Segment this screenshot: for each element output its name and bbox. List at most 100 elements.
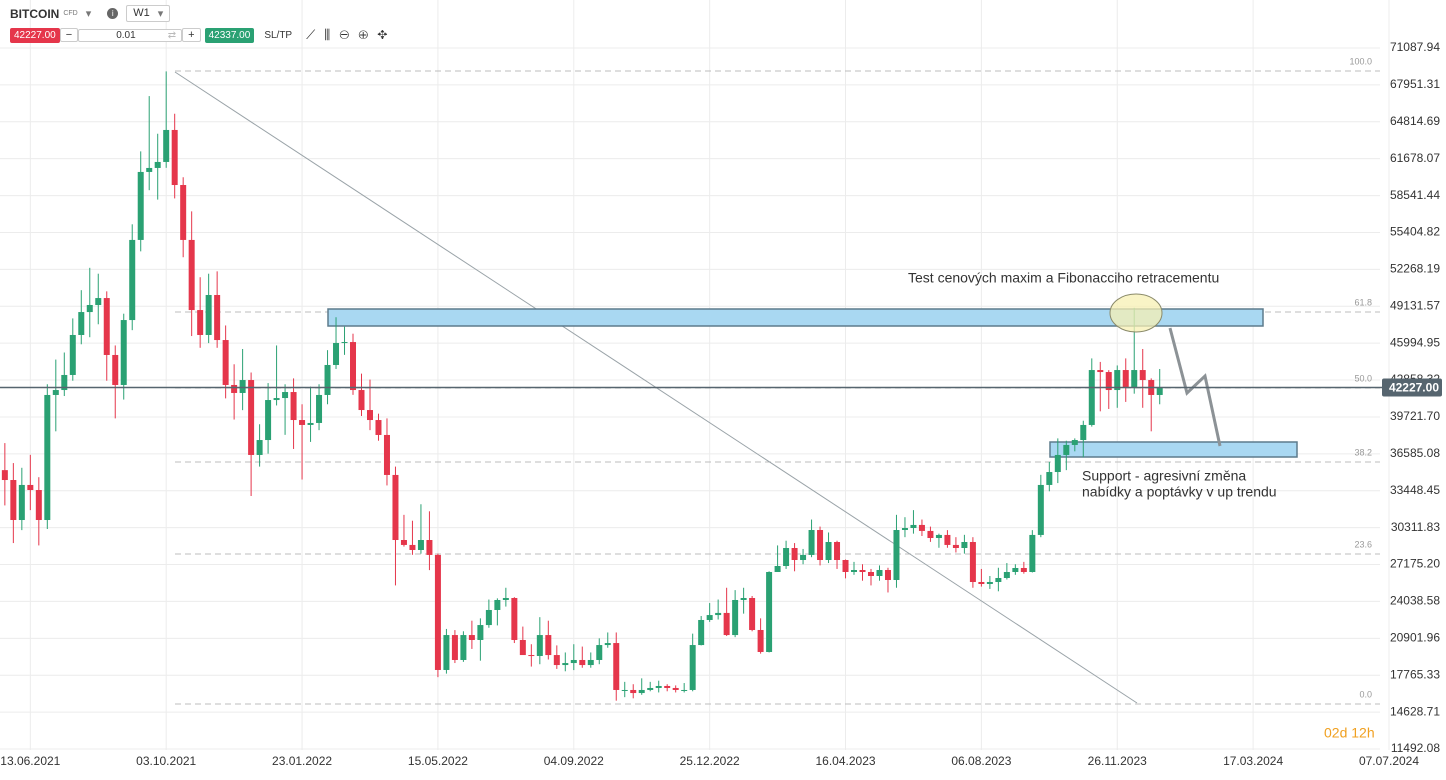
interval-select[interactable]: W1 ▾ — [126, 5, 171, 22]
candle-body — [698, 619, 705, 646]
candle-body — [842, 560, 849, 572]
candle-body — [1071, 440, 1078, 445]
candle-body — [901, 528, 908, 531]
x-tick-label: 07.07.2024 — [1359, 754, 1419, 768]
candle-body — [910, 524, 917, 529]
candle-body — [715, 612, 722, 616]
grid — [0, 0, 1390, 750]
candle-body — [706, 615, 713, 620]
candle-body — [1088, 370, 1095, 425]
candle-body — [655, 685, 662, 688]
candle-body — [681, 689, 688, 691]
sell-button[interactable]: 42227.00 — [10, 27, 60, 43]
candle-body — [672, 687, 679, 690]
candle-body — [180, 185, 187, 240]
y-tick-label: 71087.94 — [1390, 40, 1440, 54]
volume-input[interactable]: 0.01 ⇄ — [78, 28, 183, 42]
candle-body — [485, 609, 492, 626]
y-tick-label: 58541.44 — [1390, 188, 1440, 202]
candle-body — [664, 685, 671, 688]
candle-body — [553, 655, 560, 666]
buy-button[interactable]: 42337.00 — [204, 27, 255, 43]
candle-body — [1037, 484, 1044, 535]
candle-body — [52, 390, 59, 395]
candle-body — [1156, 387, 1163, 395]
candle-body — [766, 571, 773, 652]
candle-body — [791, 548, 798, 561]
candle-body — [231, 384, 238, 393]
symbol-dropdown[interactable]: ▾ — [85, 8, 92, 20]
symbol[interactable]: BITCOIN — [10, 6, 60, 21]
candle-body — [723, 612, 730, 636]
candle-body — [163, 129, 170, 162]
candle-body — [290, 392, 297, 421]
candle-body — [468, 635, 475, 640]
candle-body — [893, 530, 900, 580]
candles — [1, 71, 1163, 701]
resistance-zone — [327, 308, 1264, 327]
candle-body — [859, 569, 866, 572]
candle-body — [146, 167, 153, 172]
sltp-button[interactable]: SL/TP — [264, 29, 293, 41]
candle-body — [443, 635, 450, 670]
candle-body — [18, 484, 25, 521]
candle-body — [1054, 454, 1061, 473]
candle-body — [324, 364, 331, 395]
candle-body — [214, 294, 221, 341]
candle-body — [86, 304, 93, 313]
candle-body — [986, 581, 993, 584]
candle-body — [1139, 370, 1146, 381]
candle-body — [256, 440, 263, 455]
y-tick-label: 24038.58 — [1390, 594, 1440, 608]
y-tick-label: 67951.31 — [1390, 77, 1440, 91]
annotation: Support - agresivní změna — [1082, 468, 1246, 484]
candle-body — [154, 161, 161, 168]
candle-body — [570, 659, 577, 664]
x-tick-label: 25.12.2022 — [680, 754, 740, 768]
x-tick-label: 06.08.2023 — [951, 754, 1011, 768]
candle-body — [400, 540, 407, 545]
increase-button[interactable]: + — [182, 28, 201, 42]
decrease-button[interactable]: − — [59, 28, 79, 42]
candle-body — [621, 689, 628, 691]
candle-body — [1046, 472, 1053, 485]
candle-body — [120, 320, 127, 385]
support-zone — [1049, 441, 1298, 458]
x-tick-label: 13.06.2021 — [0, 754, 60, 768]
candle-body — [961, 542, 968, 549]
candle-body — [44, 394, 51, 521]
candle-body — [409, 544, 416, 551]
candle-body — [604, 643, 611, 646]
x-tick-label: 15.05.2022 — [408, 754, 468, 768]
candle-body — [689, 645, 696, 690]
candle-body — [1097, 370, 1104, 373]
candle-body — [528, 655, 535, 657]
candle-body — [248, 380, 255, 455]
last-price-box — [1382, 378, 1442, 397]
annotation: nabídky a poptávky v up trendu — [1082, 484, 1277, 500]
candle-body — [137, 171, 144, 240]
candle-body — [375, 420, 382, 435]
y-tick-label: 20901.96 — [1390, 630, 1440, 644]
candle-body — [1114, 370, 1121, 391]
x-tick-label: 16.04.2023 — [815, 754, 875, 768]
projection-arrow — [1168, 327, 1222, 447]
candle-body — [417, 540, 424, 551]
symbol-kind: CFD — [63, 10, 78, 17]
highlight-ellipse — [1109, 293, 1163, 333]
candle-body — [783, 548, 790, 566]
candle-body — [817, 530, 824, 561]
y-tick-label: 27175.20 — [1390, 557, 1440, 571]
fib-label: 23.6 — [1354, 539, 1372, 549]
candle-body — [749, 597, 756, 630]
candle-body — [536, 635, 543, 656]
info-icon[interactable]: i — [107, 8, 119, 19]
candle-body — [935, 534, 942, 539]
candle-body — [341, 342, 348, 344]
annotation: Test cenových maxim a Fibonacciho retrac… — [908, 270, 1219, 286]
y-tick-label: 64814.69 — [1390, 114, 1440, 128]
chart-tools[interactable]: ⟋⫼⊖⊕✥ — [306, 27, 397, 42]
y-tick-label: 61678.07 — [1390, 151, 1440, 165]
